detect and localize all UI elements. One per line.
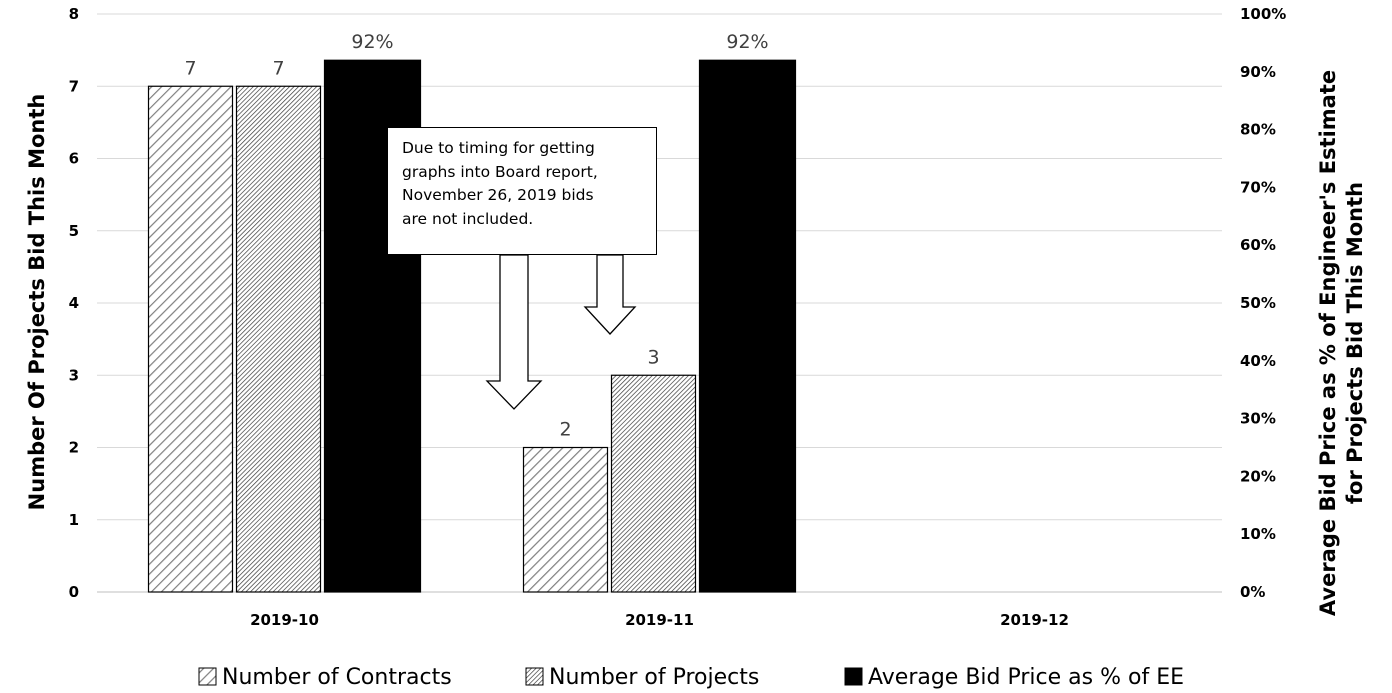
right-tick-label: 20% bbox=[1240, 467, 1276, 485]
right-tick-label: 70% bbox=[1240, 178, 1276, 196]
legend: Number of Contracts Number of Projects A… bbox=[198, 665, 1184, 690]
annotation-line: Due to timing for getting bbox=[402, 139, 595, 157]
right-axis-ticks: 0% 10% 20% 30% 40% 50% 60% 70% 80% 90% 100% bbox=[1240, 5, 1286, 601]
annotation-line: graphs into Board report, bbox=[402, 162, 598, 181]
right-tick-label: 0% bbox=[1240, 583, 1265, 601]
annotation-callout: Due to timing for getting graphs into Bo… bbox=[387, 127, 657, 255]
left-tick-label: 4 bbox=[69, 294, 79, 312]
left-tick-label: 7 bbox=[69, 77, 79, 95]
data-labels: 7 7 92% 2 3 92% bbox=[184, 31, 768, 440]
bar-contracts bbox=[147, 85, 234, 593]
category-label: 2019-10 bbox=[250, 611, 319, 629]
left-tick-label: 1 bbox=[69, 511, 79, 529]
right-tick-label: 10% bbox=[1240, 525, 1276, 543]
right-tick-label: 80% bbox=[1240, 121, 1276, 139]
right-tick-label: 50% bbox=[1240, 294, 1276, 312]
category-label: 2019-11 bbox=[625, 611, 694, 629]
bar-contracts bbox=[522, 446, 609, 593]
right-axis-title-line2: for Projects Bid This Month bbox=[1343, 182, 1367, 504]
category-label: 2019-12 bbox=[1000, 611, 1069, 629]
annotation-line: November 26, 2019 bids bbox=[402, 186, 594, 204]
bar-projects bbox=[610, 374, 697, 593]
category-labels: 2019-10 2019-11 2019-12 bbox=[250, 611, 1069, 629]
left-tick-label: 0 bbox=[69, 583, 79, 601]
left-tick-label: 5 bbox=[69, 222, 79, 240]
right-tick-label: 90% bbox=[1240, 63, 1276, 81]
bar-avg-bid bbox=[698, 59, 797, 593]
data-label: 2 bbox=[559, 419, 571, 441]
left-tick-label: 6 bbox=[69, 150, 79, 168]
legend-swatch-projects bbox=[525, 667, 544, 686]
annotation-line: are not included. bbox=[402, 209, 534, 228]
data-label: 7 bbox=[184, 57, 196, 79]
arrow-to-contracts-bar bbox=[485, 254, 543, 410]
data-label: 92% bbox=[351, 31, 393, 53]
data-label: 3 bbox=[647, 346, 659, 368]
bars bbox=[147, 59, 797, 593]
bar-projects bbox=[235, 85, 322, 593]
right-tick-label: 60% bbox=[1240, 236, 1276, 254]
right-tick-label: 40% bbox=[1240, 352, 1276, 370]
right-axis-title-line1: Average Bid Price as % of Engineer's Est… bbox=[1316, 70, 1340, 616]
left-tick-label: 3 bbox=[69, 366, 79, 384]
arrow-to-projects-bar bbox=[583, 254, 637, 335]
data-label: 92% bbox=[726, 31, 768, 53]
left-tick-label: 2 bbox=[69, 439, 79, 457]
legend-label-projects: Number of Projects bbox=[549, 665, 759, 690]
legend-label-contracts: Number of Contracts bbox=[222, 665, 452, 690]
legend-label-avg-bid: Average Bid Price as % of EE bbox=[868, 665, 1184, 690]
data-label: 7 bbox=[272, 57, 284, 79]
legend-swatch-avg-bid bbox=[844, 667, 863, 686]
right-tick-label: 100% bbox=[1240, 5, 1286, 23]
left-axis-ticks: 0 1 2 3 4 5 6 7 8 bbox=[69, 5, 79, 601]
legend-swatch-contracts bbox=[198, 667, 217, 686]
left-axis-title: Number Of Projects Bid This Month bbox=[25, 94, 49, 511]
right-tick-label: 30% bbox=[1240, 410, 1276, 428]
left-tick-label: 8 bbox=[69, 5, 79, 23]
annotation-arrows bbox=[485, 254, 637, 410]
